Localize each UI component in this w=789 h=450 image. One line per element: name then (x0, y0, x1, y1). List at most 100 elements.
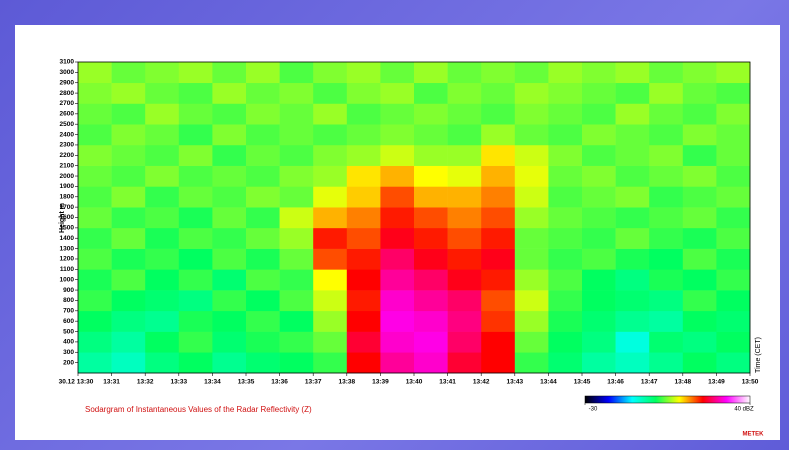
heatmap-cell (279, 331, 314, 353)
heatmap-cell (246, 331, 280, 353)
heatmap-cell (145, 103, 180, 125)
heatmap-cell (313, 269, 348, 291)
heatmap-cell (414, 82, 448, 104)
y-tick-label: 2600 (60, 111, 75, 118)
heatmap-cell (514, 144, 549, 166)
y-tick-label: 3100 (60, 59, 75, 66)
heatmap-cell (414, 310, 448, 332)
heatmap-cell (548, 165, 583, 187)
heatmap-cell (481, 165, 516, 187)
heatmap-cell (615, 82, 650, 104)
heatmap-cell (716, 227, 751, 249)
heatmap-cell (716, 82, 751, 104)
x-tick-label: 13:49 (708, 379, 725, 386)
y-tick-label: 2000 (60, 173, 75, 180)
heatmap-cell (246, 144, 280, 166)
heatmap-cell (615, 352, 650, 374)
heatmap-cell (380, 290, 415, 312)
heatmap-cell (178, 103, 213, 125)
heatmap-cell (649, 124, 684, 146)
heatmap-cell (111, 103, 146, 125)
heatmap-cell (279, 165, 314, 187)
heatmap-cell (414, 269, 448, 291)
heatmap-cell (78, 186, 112, 208)
y-tick-label: 1000 (60, 276, 75, 283)
heatmap-cell (514, 186, 549, 208)
heatmap-cell (481, 248, 516, 270)
heatmap-cell (212, 62, 247, 84)
heatmap-cell (346, 186, 381, 208)
heatmap-cell (548, 248, 583, 270)
heatmap-cell (716, 144, 751, 166)
heatmap-cell (145, 82, 180, 104)
heatmap-cell (279, 290, 314, 312)
heatmap-cell (649, 310, 684, 332)
colorbar-tick-label: 40 dBZ (734, 407, 754, 413)
heatmap-cell (279, 124, 314, 146)
heatmap-cell (346, 248, 381, 270)
heatmap-cell (548, 186, 583, 208)
heatmap-cell (582, 310, 616, 332)
heatmap-cell (514, 124, 549, 146)
y-tick-label: 900 (63, 287, 74, 294)
heatmap-cell (78, 310, 112, 332)
heatmap-cell (582, 62, 616, 84)
heatmap-cell (481, 227, 516, 249)
x-tick-label: 13:39 (372, 379, 389, 386)
heatmap-cell (548, 62, 583, 84)
heatmap-cell (514, 248, 549, 270)
heatmap-cell (582, 207, 616, 229)
heatmap-cell (649, 227, 684, 249)
heatmap-cell (111, 331, 146, 353)
heatmap-cell (145, 186, 180, 208)
heatmap-cell (212, 207, 247, 229)
heatmap-cell (380, 124, 415, 146)
heatmap-cell (481, 310, 516, 332)
heatmap-cell (582, 165, 616, 187)
heatmap-cell (548, 269, 583, 291)
heatmap-cell (682, 248, 717, 270)
heatmap-cell (649, 331, 684, 353)
y-tick-label: 600 (63, 318, 74, 325)
heatmap-cell (414, 207, 448, 229)
heatmap-cell (414, 290, 448, 312)
heatmap-cell (78, 269, 112, 291)
heatmap-cell (346, 331, 381, 353)
heatmap-cell (346, 124, 381, 146)
heatmap-cell (212, 227, 247, 249)
heatmap-cell (145, 124, 180, 146)
logo: METEK (743, 432, 765, 438)
heatmap-cell (111, 207, 146, 229)
heatmap-cell (414, 248, 448, 270)
heatmap-cell (313, 82, 348, 104)
heatmap-cell (548, 144, 583, 166)
heatmap-cell (716, 103, 751, 125)
heatmap-cell (615, 165, 650, 187)
y-tick-label: 2900 (60, 79, 75, 86)
heatmap-cell (279, 186, 314, 208)
heatmap-cell (380, 248, 415, 270)
y-tick-label: 1400 (60, 235, 75, 242)
heatmap-cell (111, 186, 146, 208)
heatmap-cell (447, 290, 482, 312)
heatmap-cell (447, 62, 482, 84)
heatmap-cell (514, 290, 549, 312)
x-tick-label: 13:42 (473, 379, 490, 386)
heatmap-cell (582, 290, 616, 312)
heatmap-cell (246, 165, 280, 187)
chart-title: Sodargram of Instantaneous Values of the… (85, 405, 312, 414)
heatmap-cell (246, 248, 280, 270)
y-tick-label: 2500 (60, 121, 75, 128)
heatmap-cell (447, 186, 482, 208)
heatmap-cell (313, 62, 348, 84)
heatmap-cell (178, 207, 213, 229)
heatmap-cell (582, 186, 616, 208)
heatmap-cell (447, 310, 482, 332)
heatmap-cell (346, 310, 381, 332)
heatmap-cell (178, 227, 213, 249)
heatmap-cell (313, 165, 348, 187)
y-tick-label: 1200 (60, 256, 75, 263)
heatmap-cell (649, 207, 684, 229)
heatmap-cell (178, 144, 213, 166)
